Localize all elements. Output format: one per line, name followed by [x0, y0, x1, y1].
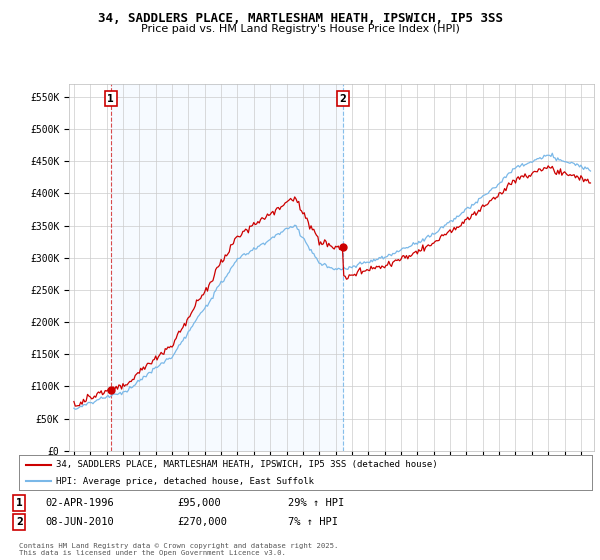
Text: 1: 1	[107, 94, 114, 104]
Text: 7% ↑ HPI: 7% ↑ HPI	[288, 517, 338, 527]
Text: 02-APR-1996: 02-APR-1996	[45, 498, 114, 508]
Text: 1: 1	[16, 498, 23, 508]
Text: £270,000: £270,000	[177, 517, 227, 527]
Text: 29% ↑ HPI: 29% ↑ HPI	[288, 498, 344, 508]
Text: 08-JUN-2010: 08-JUN-2010	[45, 517, 114, 527]
Text: £95,000: £95,000	[177, 498, 221, 508]
Text: 2: 2	[16, 517, 23, 527]
Text: Contains HM Land Registry data © Crown copyright and database right 2025.
This d: Contains HM Land Registry data © Crown c…	[19, 543, 338, 556]
Text: 34, SADDLERS PLACE, MARTLESHAM HEATH, IPSWICH, IP5 3SS: 34, SADDLERS PLACE, MARTLESHAM HEATH, IP…	[97, 12, 503, 25]
Text: 34, SADDLERS PLACE, MARTLESHAM HEATH, IPSWICH, IP5 3SS (detached house): 34, SADDLERS PLACE, MARTLESHAM HEATH, IP…	[56, 460, 438, 469]
Bar	[111, 84, 343, 451]
Text: Price paid vs. HM Land Registry's House Price Index (HPI): Price paid vs. HM Land Registry's House …	[140, 24, 460, 34]
Text: 2: 2	[340, 94, 346, 104]
Text: HPI: Average price, detached house, East Suffolk: HPI: Average price, detached house, East…	[56, 477, 314, 486]
